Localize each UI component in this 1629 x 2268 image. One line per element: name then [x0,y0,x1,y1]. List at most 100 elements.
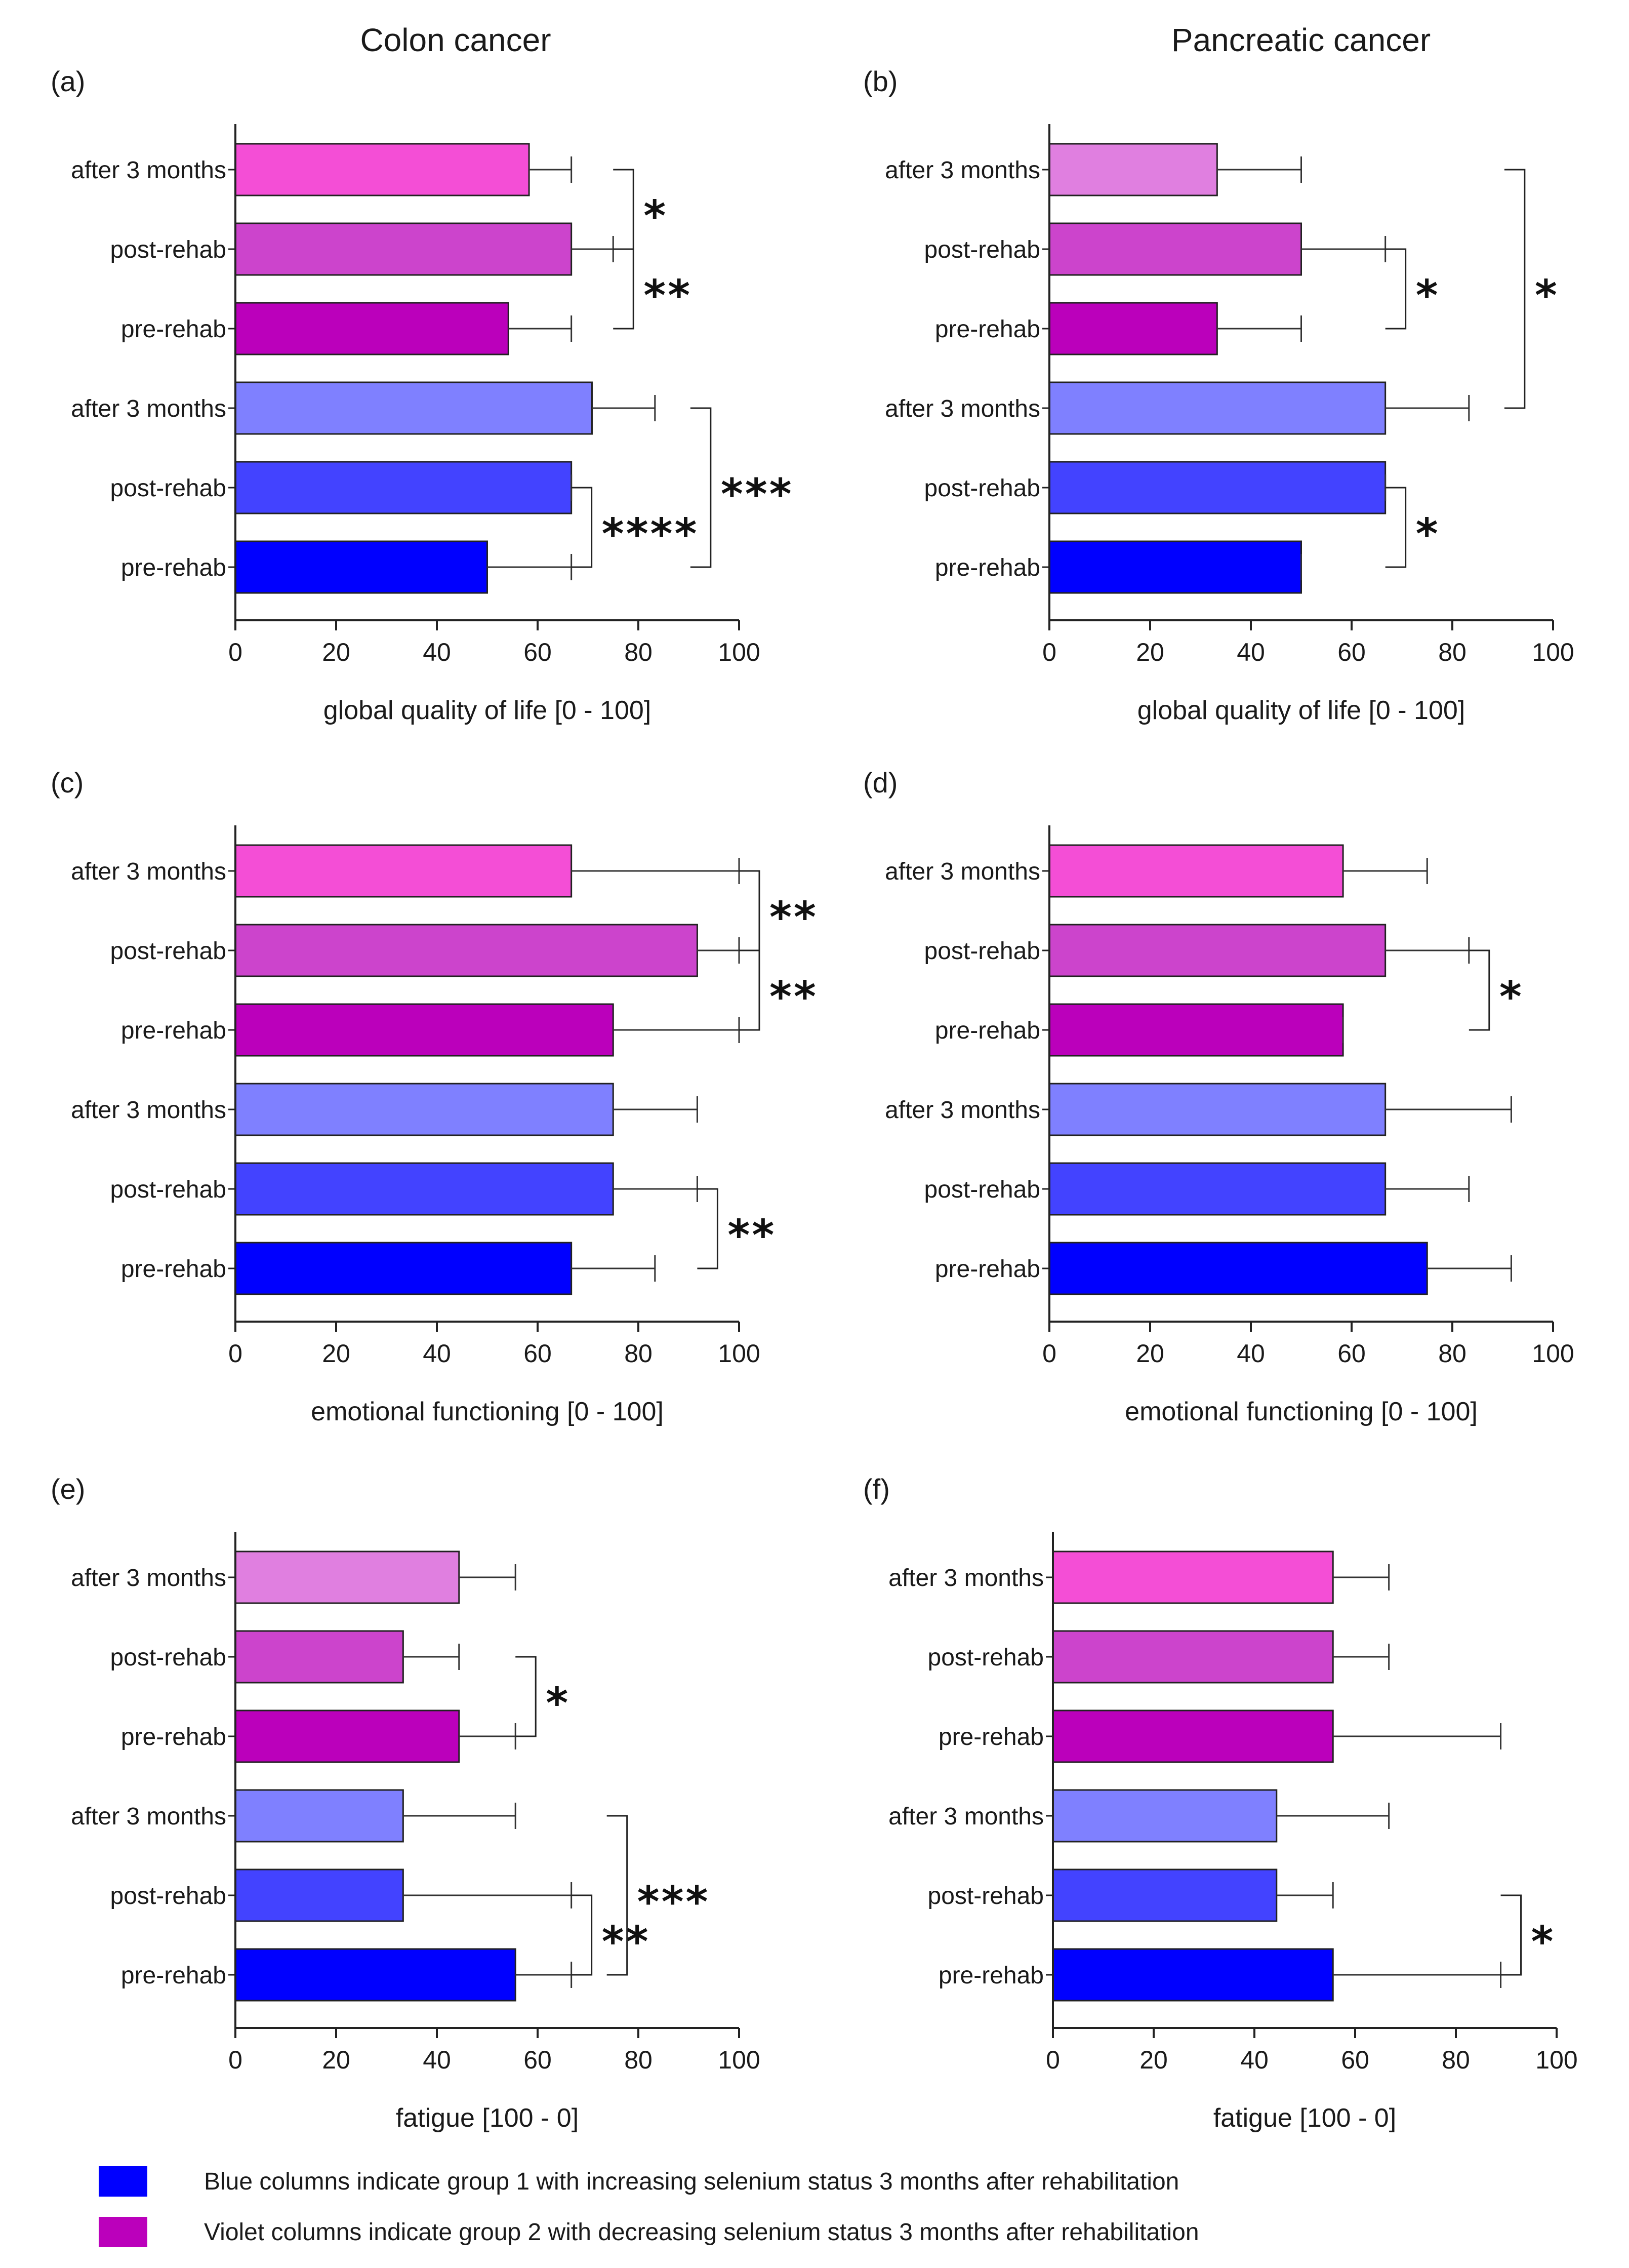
panel-1-xtick-label-4: 80 [1438,638,1467,666]
panel-0-category-label-5: pre-rehab [121,554,226,581]
panel-2-bracket-0 [739,870,760,951]
panel-2-bar-4 [234,1162,614,1216]
panel-0-xtick-label-3: 60 [523,638,552,666]
panel-0-xtick-label-2: 40 [423,638,451,666]
panel-1-significance-label-1: * [1535,271,1559,321]
panel-1-bar-0 [1048,143,1218,196]
panel-3-category-label-1: post-rehab [924,938,1040,965]
panel-4-bar-3 [234,1789,404,1843]
panel-3-bar-4 [1048,1162,1387,1216]
panel-4-bar-4 [234,1868,404,1922]
panel-4-letter: (e) [51,1473,85,1505]
panel-2-category-label-2: pre-rehab [121,1017,226,1044]
panel-3-xtick-label-1: 20 [1136,1339,1164,1368]
panel-1-xtick-label-2: 40 [1237,638,1265,666]
panel-1-category-label-5: pre-rehab [935,554,1040,581]
panel-4-bar-2 [234,1709,460,1763]
panel-5-category-label-1: post-rehab [928,1644,1044,1671]
panel-5-category-label-4: post-rehab [928,1883,1044,1909]
panel-5-category-label-0: after 3 months [888,1565,1044,1591]
panel-2-category-label-4: post-rehab [110,1176,226,1203]
panel-0-bracket-3 [690,407,712,568]
panel-4-bar-1 [234,1630,404,1684]
panel-0-bar-0 [234,143,530,196]
panel-2-category-label-1: post-rehab [110,938,226,965]
panel-0-xtick-label-4: 80 [624,638,653,666]
panel-1-bar-2 [1048,302,1218,355]
panel-4-xlabel: fatigue [100 - 0] [396,2103,579,2133]
panel-1-xtick-label-3: 60 [1337,638,1366,666]
panel-5-xlabel: fatigue [100 - 0] [1213,2103,1396,2133]
panel-5-category-label-3: after 3 months [888,1803,1044,1830]
panel-5-bar-5 [1052,1948,1334,2002]
panel-5-bar-1 [1052,1630,1334,1684]
panel-2-bar-2 [234,1003,614,1057]
panel-2-significance-label-0: ** [769,893,818,942]
panel-4-bar-0 [234,1550,460,1604]
panel-2-significance-label-1: ** [769,972,818,1022]
panel-3-category-label-0: after 3 months [885,858,1040,885]
legend-text-violet: Violet columns indicate group 2 with dec… [204,2218,1199,2246]
panel-5-significance-label-0: * [1531,1917,1556,1967]
legend-text-blue: Blue columns indicate group 1 with incre… [204,2168,1179,2195]
panel-1-category-label-0: after 3 months [885,157,1040,184]
panel-0-bar-5 [234,540,488,594]
panel-1-significance-label-2: * [1416,509,1440,559]
panel-0-bar-1 [234,222,573,276]
panel-0-category-label-0: after 3 months [71,157,226,184]
panel-1-bar-1 [1048,222,1302,276]
panel-1-category-label-1: post-rehab [924,236,1040,263]
panel-2-bracket-1 [739,949,760,1031]
panel-0-significance-label-0: * [643,191,668,241]
column-title-pancreatic: Pancreatic cancer [1171,22,1431,58]
panel-4-category-label-3: after 3 months [71,1803,226,1830]
panel-2-letter: (c) [51,767,84,799]
panel-5-bar-2 [1052,1709,1334,1763]
panel-2-bar-3 [234,1083,614,1136]
panel-1-xlabel: global quality of life [0 - 100] [1137,696,1465,725]
panel-3-significance-label-0: * [1499,972,1524,1022]
panel-5-bar-3 [1052,1789,1278,1843]
panel-0-bar-2 [234,302,509,355]
panel-3-bar-3 [1048,1083,1387,1136]
panel-2-xlabel: emotional functioning [0 - 100] [311,1397,664,1426]
panel-0-category-label-3: after 3 months [71,395,226,422]
panel-0-letter: (a) [51,65,85,97]
panel-4-xtick-label-0: 0 [228,2046,242,2074]
panel-0-xlabel: global quality of life [0 - 100] [323,696,651,725]
panel-0-significance-label-1: ** [643,271,692,321]
panel-2-category-label-3: after 3 months [71,1097,226,1124]
panel-3-xtick-label-0: 0 [1042,1339,1056,1368]
panel-1-xtick-label-0: 0 [1042,638,1056,666]
panel-2-xtick-label-1: 20 [322,1339,350,1368]
panel-2-bar-1 [234,924,698,977]
panel-0-xtick-label-5: 100 [718,638,760,666]
panel-4-category-label-0: after 3 months [71,1565,226,1591]
panel-0-xtick-label-0: 0 [228,638,242,666]
panel-3-bar-0 [1048,844,1344,898]
panel-4-xtick-label-2: 40 [423,2046,451,2074]
panel-4-xtick-label-1: 20 [322,2046,350,2074]
panel-1-category-label-3: after 3 months [885,395,1040,422]
panel-5-category-label-5: pre-rehab [939,1962,1044,1989]
panel-1-bracket-0 [1385,248,1407,330]
panel-1-category-label-2: pre-rehab [935,316,1040,343]
panel-0-bar-3 [234,381,593,435]
panel-1-xtick-label-1: 20 [1136,638,1164,666]
panel-0-category-label-4: post-rehab [110,475,226,502]
panel-3-bar-5 [1048,1242,1428,1295]
panel-5-xtick-label-0: 0 [1046,2046,1060,2074]
legend-item-violet: Violet columns indicate group 2 with dec… [99,2217,1199,2247]
panel-3-category-label-3: after 3 months [885,1097,1040,1124]
panel-4-category-label-5: pre-rehab [121,1962,226,1989]
panel-4-category-label-4: post-rehab [110,1883,226,1909]
panel-2-bracket-2 [697,1188,718,1269]
panel-4-significance-label-2: *** [637,1877,710,1927]
panel-3-bar-2 [1048,1003,1344,1057]
panel-1-xtick-label-5: 100 [1532,638,1574,666]
panel-0-category-label-2: pre-rehab [121,316,226,343]
panel-3-xtick-label-4: 80 [1438,1339,1467,1368]
panel-5-xtick-label-2: 40 [1240,2046,1269,2074]
panel-1-significance-label-0: * [1416,271,1440,321]
